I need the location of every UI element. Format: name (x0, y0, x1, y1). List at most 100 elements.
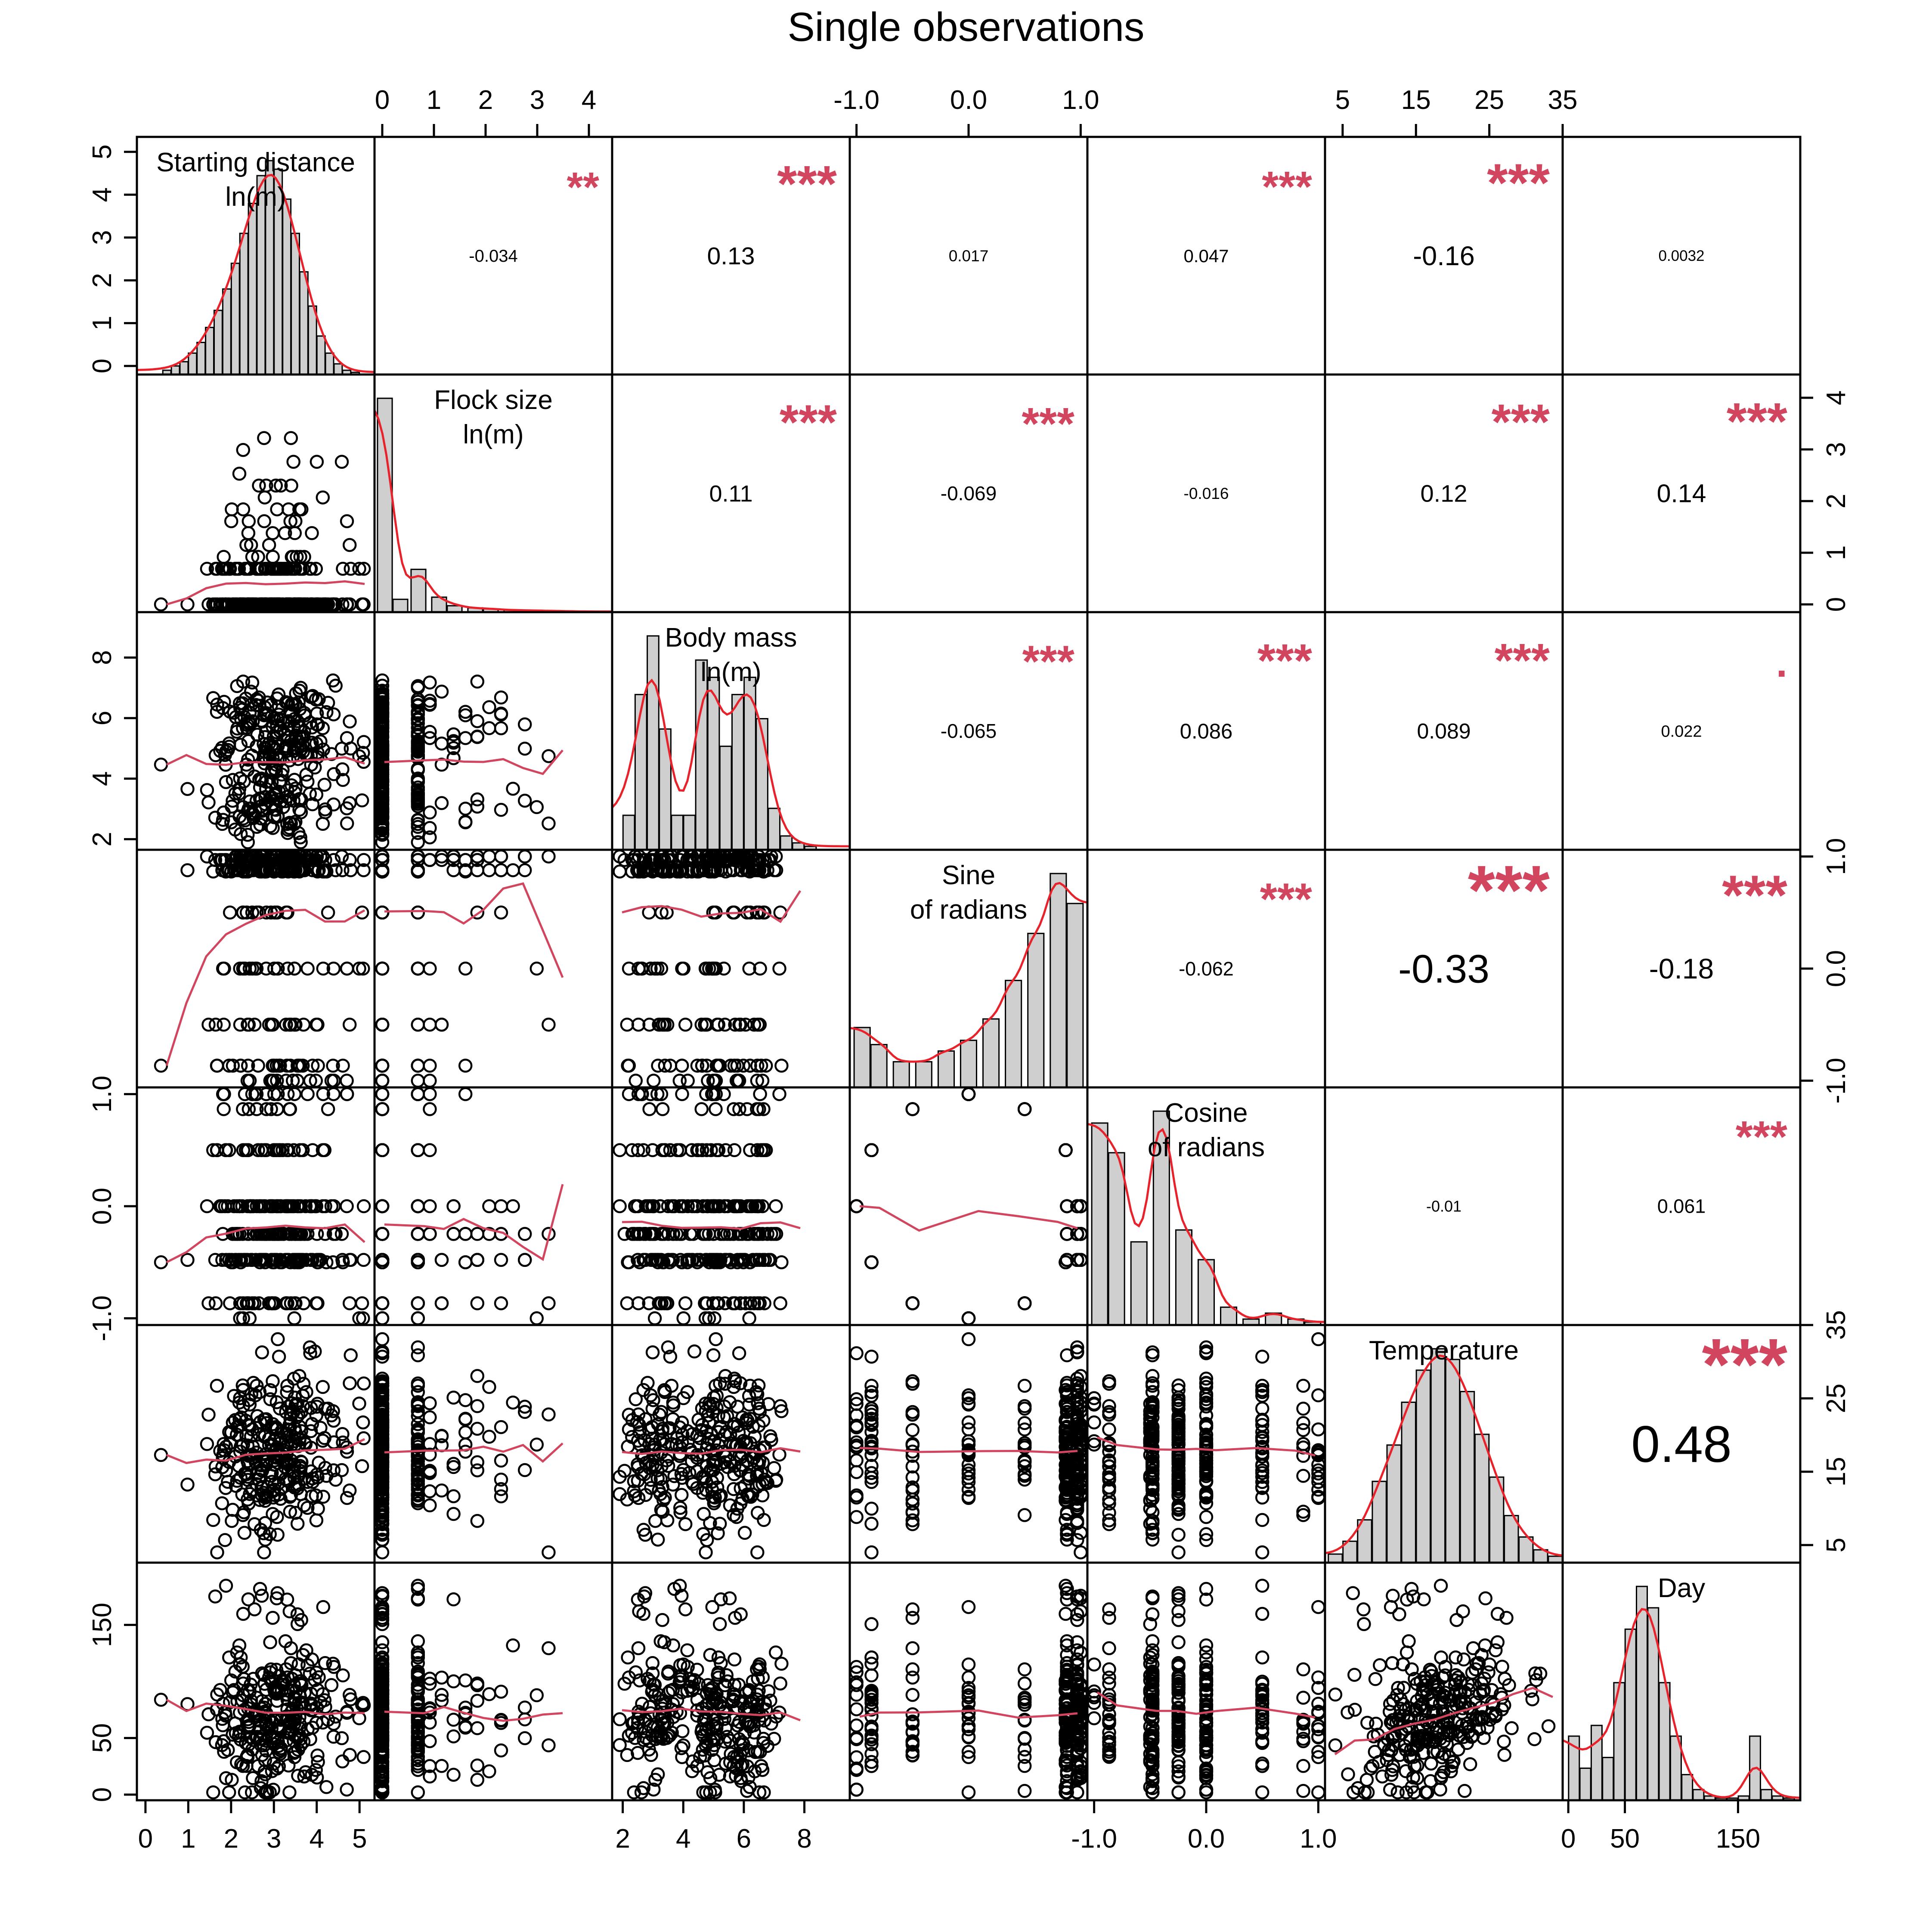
scatter-point (1171, 1507, 1186, 1521)
scatter-point (258, 790, 272, 804)
scatter-point (712, 1059, 727, 1073)
significance-stars: *** (1022, 637, 1075, 687)
scatter-point (1145, 1376, 1160, 1390)
scatter-point (849, 1510, 864, 1524)
scatter-point (743, 1296, 758, 1310)
scatter-point (321, 597, 335, 612)
scatter-point (200, 1199, 214, 1214)
scatter-point (241, 526, 256, 540)
scatter-point (1311, 1422, 1325, 1437)
scatter-point (905, 1480, 920, 1495)
scatter-point (423, 1410, 437, 1424)
scatter-point (482, 1430, 496, 1444)
scatter-point (284, 1453, 298, 1468)
scatter-point (1171, 1473, 1186, 1487)
scatter-point (290, 1517, 305, 1531)
scatter-point (470, 905, 485, 920)
scatter-point (676, 1391, 690, 1406)
scatter-point (905, 1296, 920, 1310)
scatter-point (316, 961, 331, 976)
smoother-line (622, 890, 802, 923)
significance-stars: *** (1257, 635, 1313, 687)
scatter-point (961, 1087, 976, 1101)
scatter-point (494, 849, 508, 864)
scatter-point (259, 1102, 274, 1116)
scatter-point (311, 1502, 325, 1516)
scatter-point (257, 514, 272, 529)
scatter-point (252, 1385, 267, 1399)
histogram-bar (248, 203, 257, 375)
panel-temperature-vs-cosine (1086, 1324, 1326, 1564)
scatter-point (316, 817, 330, 831)
scatter-point (645, 1402, 660, 1416)
scatter-point (690, 1255, 705, 1269)
scatter-point (305, 597, 320, 612)
scatter-point (1017, 1459, 1032, 1474)
scatter-point (290, 1617, 305, 1632)
scatter-point (305, 1253, 320, 1267)
scatter-point (470, 1296, 485, 1310)
scatter-point (654, 1253, 669, 1267)
scatter-point (272, 1449, 287, 1463)
correlation-value: 0.086 (1180, 720, 1233, 743)
scatter-point (756, 1102, 771, 1116)
scatter-point (1145, 1471, 1160, 1486)
scatter-point (704, 1426, 718, 1441)
scatter-point (654, 863, 669, 877)
scatter-point (864, 1404, 879, 1418)
scatter-point (446, 863, 461, 877)
scatter-point (1060, 1389, 1074, 1403)
scatter-point (494, 690, 508, 705)
scatter-point (1296, 1423, 1310, 1437)
scatter-point (375, 823, 390, 837)
scatter-point (310, 1017, 325, 1032)
scatter-point (1017, 1416, 1032, 1430)
scatter-point (232, 1199, 247, 1214)
scatter-point (318, 1461, 332, 1475)
scatter-point (494, 721, 508, 735)
scatter-point (288, 1296, 303, 1310)
scatter-point (1070, 1340, 1084, 1355)
scatter-point (1296, 1378, 1310, 1393)
scatter-point (288, 561, 302, 576)
variable-unit-label: of radians (1148, 1133, 1265, 1162)
scatter-point (252, 478, 266, 493)
scatter-point (636, 1383, 650, 1397)
correlation-value: -0.016 (1184, 485, 1229, 502)
scatter-point (267, 788, 282, 802)
histogram-bar (1445, 1359, 1461, 1564)
scatter-point (1145, 1523, 1160, 1537)
scatter-point (864, 1418, 879, 1432)
scatter-point (226, 1059, 240, 1073)
scatter-point (343, 853, 357, 867)
scatter-point (355, 1296, 369, 1310)
scatter-point (657, 1383, 672, 1397)
scatter-point (517, 1405, 532, 1419)
panel-flock-size-vs-temperature: 0.12*** (1324, 373, 1564, 613)
scatter-point (690, 1059, 705, 1073)
scatter-point (717, 961, 731, 976)
scatter-point (258, 1785, 272, 1799)
scatter-point (340, 1199, 354, 1214)
scatter-point (1171, 1432, 1186, 1446)
scatter-point (685, 1475, 700, 1489)
scatter-point (296, 1296, 311, 1310)
scatter-point (235, 1227, 250, 1241)
scatter-point (470, 1369, 485, 1383)
scatter-point (309, 1666, 324, 1680)
scatter-point (905, 1405, 920, 1419)
scatter-point (733, 1376, 748, 1390)
scatter-point (494, 1472, 508, 1487)
smoother-line (384, 1442, 564, 1463)
scatter-point (356, 1415, 370, 1430)
scatter-point (1143, 1440, 1158, 1454)
scatter-point (529, 961, 544, 976)
scatter-point (1199, 1527, 1214, 1542)
scatter-point (1199, 1427, 1214, 1442)
scatter-point (208, 811, 223, 825)
scatter-point (272, 775, 287, 789)
scatter-point (217, 1443, 231, 1457)
scatter-point (647, 1311, 662, 1325)
scatter-point (287, 1143, 301, 1158)
